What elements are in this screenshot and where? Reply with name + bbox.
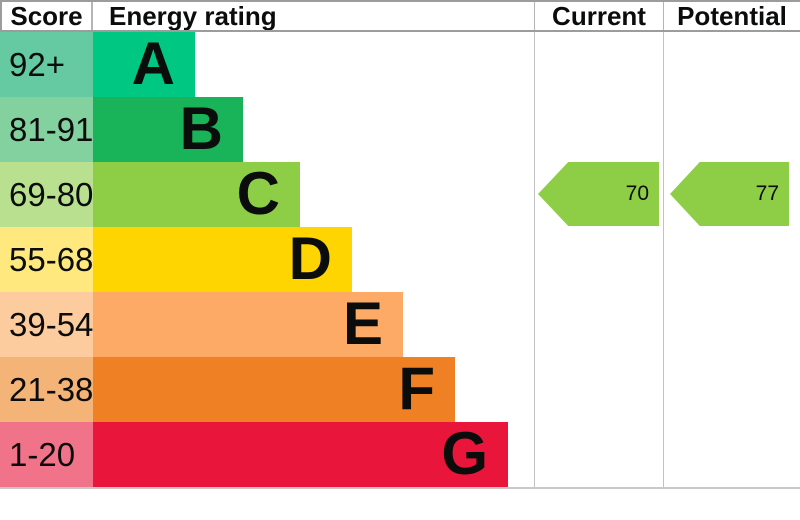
- header-potential: Potential: [663, 2, 800, 30]
- band-bar-a: A: [93, 32, 195, 97]
- potential-rating-value: 77: [755, 182, 779, 205]
- band-row-b: 81-91 B: [0, 97, 534, 162]
- table-header: Score Energy rating Current Potential: [0, 0, 800, 32]
- current-column-divider: [534, 32, 535, 487]
- score-range-e: 39-54: [0, 292, 93, 357]
- table-bottom-border: [0, 487, 800, 489]
- potential-rating-arrow: 77: [670, 162, 789, 226]
- current-rating-value: 70: [625, 182, 649, 205]
- band-rows: 92+ A 81-91 B 69-80 C 55-68 D 39-54 E 21-38 F 1-20 G: [0, 32, 534, 487]
- score-range-d: 55-68: [0, 227, 93, 292]
- band-row-a: 92+ A: [0, 32, 534, 97]
- band-row-g: 1-20 G: [0, 422, 534, 487]
- band-bar-e: E: [93, 292, 403, 357]
- score-range-g: 1-20: [0, 422, 93, 487]
- band-row-f: 21-38 F: [0, 357, 534, 422]
- band-bar-b: B: [93, 97, 243, 162]
- band-bar-f: F: [93, 357, 455, 422]
- header-score: Score: [0, 2, 93, 30]
- band-bar-g: G: [93, 422, 508, 487]
- score-range-f: 21-38: [0, 357, 93, 422]
- potential-column-divider: [663, 32, 664, 487]
- header-current: Current: [534, 2, 663, 30]
- score-range-b: 81-91: [0, 97, 93, 162]
- band-row-c: 69-80 C: [0, 162, 534, 227]
- header-energy-rating: Energy rating: [109, 2, 277, 30]
- score-range-a: 92+: [0, 32, 93, 97]
- band-row-d: 55-68 D: [0, 227, 534, 292]
- current-rating-arrow: 70: [538, 162, 659, 226]
- band-row-e: 39-54 E: [0, 292, 534, 357]
- band-bar-c: C: [93, 162, 300, 227]
- band-bar-d: D: [93, 227, 352, 292]
- score-range-c: 69-80: [0, 162, 93, 227]
